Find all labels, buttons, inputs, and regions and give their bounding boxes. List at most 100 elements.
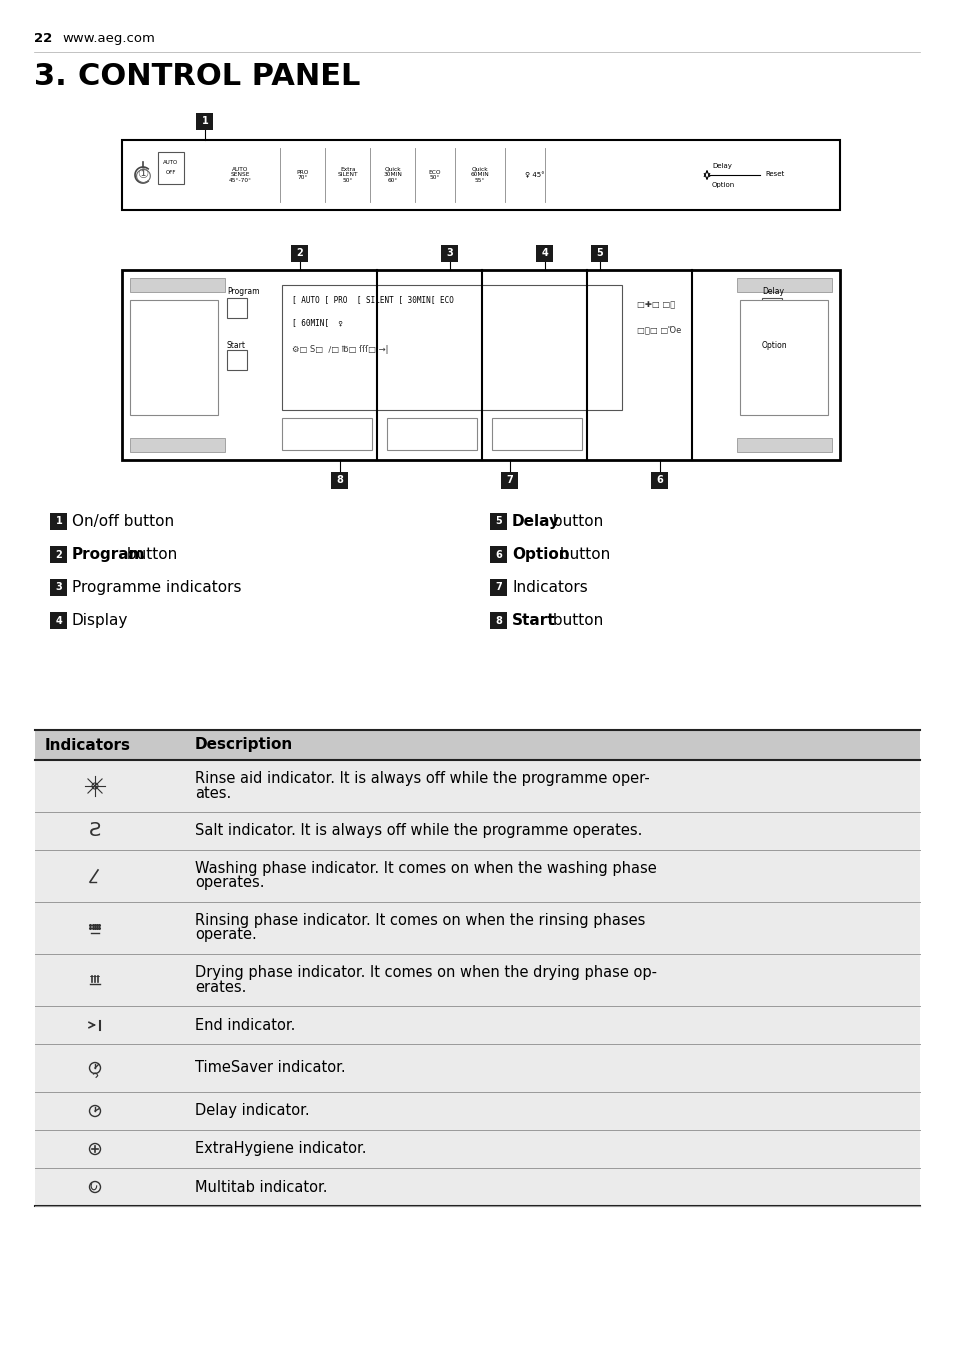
Bar bbox=[490, 612, 507, 629]
Bar bbox=[51, 579, 68, 596]
Text: 22: 22 bbox=[34, 32, 52, 45]
Text: PRO
70°: PRO 70° bbox=[296, 169, 309, 180]
Text: 7: 7 bbox=[496, 583, 502, 592]
Text: [ AUTO [ PRO  [ SILENT [ 30MIN[ ECO: [ AUTO [ PRO [ SILENT [ 30MIN[ ECO bbox=[292, 296, 454, 304]
Bar bbox=[51, 546, 68, 562]
Text: 8: 8 bbox=[336, 475, 343, 485]
Bar bbox=[35, 1044, 919, 1092]
Bar bbox=[387, 418, 476, 450]
Text: button: button bbox=[547, 514, 602, 529]
Text: Programme indicators: Programme indicators bbox=[71, 580, 241, 595]
Text: Indicators: Indicators bbox=[512, 580, 587, 595]
Text: ♀ 45°: ♀ 45° bbox=[525, 172, 544, 178]
Text: □✚□ □⏰: □✚□ □⏰ bbox=[637, 300, 675, 310]
Bar bbox=[737, 279, 831, 292]
Text: TimeSaver indicator.: TimeSaver indicator. bbox=[194, 1060, 345, 1075]
Bar bbox=[122, 270, 840, 460]
Bar bbox=[35, 1092, 919, 1130]
Text: operate.: operate. bbox=[194, 927, 256, 942]
Bar bbox=[292, 245, 308, 261]
Text: Program: Program bbox=[227, 288, 259, 296]
Text: AUTO: AUTO bbox=[163, 161, 178, 165]
Bar bbox=[331, 472, 348, 488]
Text: button: button bbox=[122, 548, 177, 562]
Text: 3.: 3. bbox=[34, 62, 67, 91]
Text: CONTROL PANEL: CONTROL PANEL bbox=[78, 62, 360, 91]
Text: Option: Option bbox=[761, 341, 787, 350]
Text: 4: 4 bbox=[55, 615, 62, 626]
Text: 4: 4 bbox=[541, 247, 548, 258]
Text: ①: ① bbox=[137, 169, 149, 181]
Text: AUTO
SENSE
45°-70°: AUTO SENSE 45°-70° bbox=[228, 166, 252, 184]
Bar bbox=[492, 418, 581, 450]
Text: ECO
50°: ECO 50° bbox=[428, 169, 441, 180]
Text: OFF: OFF bbox=[166, 170, 176, 176]
Text: 6: 6 bbox=[656, 475, 662, 485]
Bar bbox=[501, 472, 518, 488]
Text: www.aeg.com: www.aeg.com bbox=[62, 32, 154, 45]
Text: Indicators: Indicators bbox=[45, 737, 131, 753]
Bar bbox=[227, 297, 247, 318]
Bar bbox=[196, 112, 213, 130]
Text: 5: 5 bbox=[596, 247, 602, 258]
Text: button: button bbox=[555, 548, 610, 562]
Text: ExtraHygiene indicator.: ExtraHygiene indicator. bbox=[194, 1141, 366, 1156]
Text: 5: 5 bbox=[496, 516, 502, 526]
Text: Option: Option bbox=[711, 183, 735, 188]
Text: ates.: ates. bbox=[194, 786, 231, 800]
Bar bbox=[130, 300, 218, 415]
Text: Option: Option bbox=[512, 548, 569, 562]
Text: operates.: operates. bbox=[194, 876, 264, 891]
Bar bbox=[651, 472, 668, 488]
Text: 3: 3 bbox=[55, 583, 62, 592]
Text: Description: Description bbox=[194, 737, 293, 753]
Text: 7: 7 bbox=[506, 475, 513, 485]
Bar bbox=[130, 438, 225, 452]
Bar bbox=[761, 297, 781, 318]
Text: ○: ○ bbox=[134, 165, 152, 184]
Text: Multitab indicator.: Multitab indicator. bbox=[194, 1179, 327, 1195]
Text: Rinse aid indicator. It is always off while the programme oper-: Rinse aid indicator. It is always off wh… bbox=[194, 772, 649, 787]
Text: Program: Program bbox=[71, 548, 146, 562]
Text: Start: Start bbox=[227, 341, 246, 350]
Text: Start: Start bbox=[512, 612, 555, 627]
Text: 2: 2 bbox=[296, 247, 303, 258]
Text: Delay indicator.: Delay indicator. bbox=[194, 1103, 310, 1118]
Bar bbox=[740, 300, 827, 415]
Bar bbox=[51, 512, 68, 530]
Bar bbox=[536, 245, 553, 261]
Text: Extra
SILENT
50°: Extra SILENT 50° bbox=[337, 166, 358, 184]
Bar bbox=[35, 1130, 919, 1168]
Bar bbox=[35, 813, 919, 850]
Text: End indicator.: End indicator. bbox=[194, 1018, 295, 1033]
Bar bbox=[35, 902, 919, 955]
Text: Display: Display bbox=[71, 612, 129, 627]
Bar bbox=[282, 418, 372, 450]
Bar bbox=[761, 350, 781, 370]
Bar bbox=[35, 955, 919, 1006]
Text: Quick
30MIN
60°: Quick 30MIN 60° bbox=[383, 166, 402, 184]
Text: 3: 3 bbox=[446, 247, 453, 258]
Text: Ƨ: Ƨ bbox=[89, 822, 101, 841]
Bar bbox=[490, 546, 507, 562]
Bar bbox=[158, 151, 184, 184]
Text: Reset: Reset bbox=[764, 170, 783, 177]
Bar bbox=[227, 350, 247, 370]
Bar bbox=[35, 730, 919, 760]
Text: On/off button: On/off button bbox=[71, 514, 174, 529]
Text: Rinsing phase indicator. It comes on when the rinsing phases: Rinsing phase indicator. It comes on whe… bbox=[194, 914, 644, 929]
Text: ⚙□ Ѕ□  ∕□ ℔□ ſſſ□ →|: ⚙□ Ѕ□ ∕□ ℔□ ſſſ□ →| bbox=[292, 346, 388, 354]
Bar bbox=[490, 579, 507, 596]
Bar bbox=[130, 279, 225, 292]
Text: [ 60MIN[  ♀: [ 60MIN[ ♀ bbox=[292, 319, 342, 327]
Bar bbox=[591, 245, 608, 261]
Text: button: button bbox=[547, 612, 602, 627]
Text: 2: 2 bbox=[55, 549, 62, 560]
Bar bbox=[282, 285, 621, 410]
Bar bbox=[35, 1168, 919, 1206]
Text: 1: 1 bbox=[55, 516, 62, 526]
Bar bbox=[737, 438, 831, 452]
Text: Salt indicator. It is always off while the programme operates.: Salt indicator. It is always off while t… bbox=[194, 823, 641, 838]
Bar bbox=[35, 850, 919, 902]
Bar bbox=[122, 141, 840, 210]
